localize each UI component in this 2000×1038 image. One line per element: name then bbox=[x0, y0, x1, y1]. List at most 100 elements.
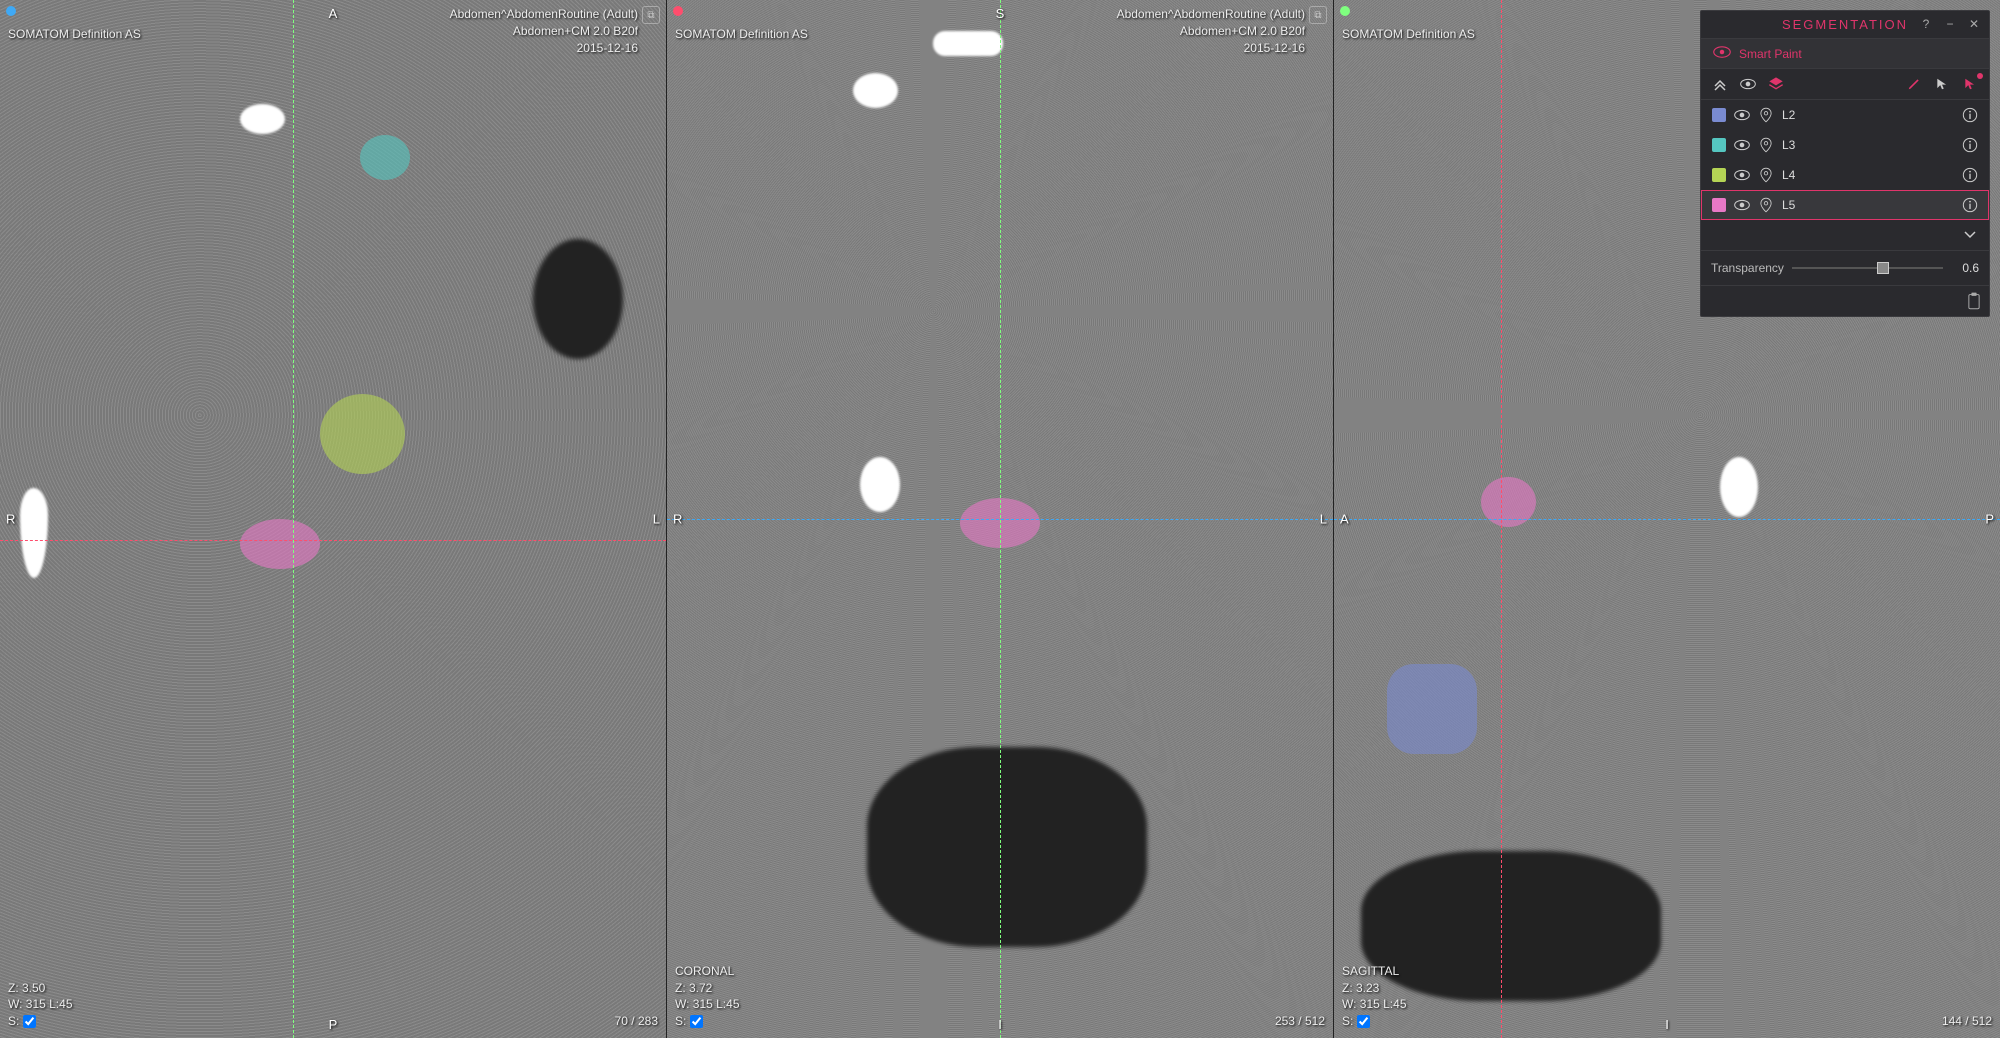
transparency-label: Transparency bbox=[1711, 261, 1784, 275]
ct-image-axial bbox=[0, 0, 666, 1038]
collapse-all-icon[interactable] bbox=[1711, 75, 1729, 93]
seg-overlay bbox=[360, 135, 410, 180]
scanner-label: SOMATOM Definition AS bbox=[675, 26, 808, 43]
visibility-all-icon[interactable] bbox=[1739, 75, 1757, 93]
layer-row[interactable]: L4 bbox=[1701, 160, 1989, 190]
close-icon[interactable]: ✕ bbox=[1965, 15, 1983, 33]
chevron-down-icon[interactable] bbox=[1961, 226, 1979, 244]
segmentation-toolbar bbox=[1701, 69, 1989, 100]
layers-icon[interactable] bbox=[1767, 75, 1785, 93]
orient-left: R bbox=[673, 512, 682, 527]
layer-label: L5 bbox=[1782, 198, 1954, 212]
viewport-bl-info: Z: 3.50 W: 315 L:45 S: bbox=[8, 980, 73, 1030]
layer-row[interactable]: L5 bbox=[1701, 190, 1989, 220]
segmentation-panel-header: SEGMENTATION ? − ✕ bbox=[1701, 11, 1989, 39]
sync-icon[interactable]: ⧉ bbox=[1309, 6, 1327, 24]
layer-label: L4 bbox=[1782, 168, 1954, 182]
locate-icon[interactable] bbox=[1758, 137, 1774, 153]
locate-icon[interactable] bbox=[1758, 197, 1774, 213]
cursor-tool-icon[interactable] bbox=[1933, 75, 1951, 93]
viewport-coronal[interactable]: SOMATOM Definition AS Abdomen^AbdomenRou… bbox=[667, 0, 1334, 1038]
slice-index: 144 / 512 bbox=[1942, 1013, 1992, 1030]
orient-right: L bbox=[1320, 512, 1327, 527]
series-name: Abdomen+CM 2.0 B20f bbox=[1180, 24, 1305, 38]
info-icon[interactable] bbox=[1962, 167, 1978, 183]
layer-label: L3 bbox=[1782, 138, 1954, 152]
s-checkbox[interactable]: S: bbox=[1342, 1013, 1370, 1030]
orient-top: A bbox=[329, 6, 338, 21]
study-info: Abdomen^AbdomenRoutine (Adult) Abdomen+C… bbox=[450, 6, 638, 56]
layer-row[interactable]: L3 bbox=[1701, 130, 1989, 160]
view-label: SAGITTAL bbox=[1342, 964, 1399, 978]
bone-blob bbox=[933, 31, 1003, 56]
transparency-slider-thumb[interactable] bbox=[1877, 262, 1889, 274]
wl-value: W: 315 L:45 bbox=[8, 997, 73, 1011]
seg-overlay bbox=[320, 394, 405, 474]
locate-icon[interactable] bbox=[1758, 107, 1774, 123]
slice-index: 253 / 512 bbox=[1275, 1013, 1325, 1030]
bowel-blob bbox=[867, 747, 1147, 947]
layer-list: L2 L3 L4 L5 bbox=[1701, 100, 1989, 220]
transparency-control: Transparency 0.6 bbox=[1701, 251, 1989, 286]
viewport-axial[interactable]: SOMATOM Definition AS Abdomen^AbdomenRou… bbox=[0, 0, 667, 1038]
layer-color-swatch[interactable] bbox=[1712, 138, 1726, 152]
layer-color-swatch[interactable] bbox=[1712, 108, 1726, 122]
sync-icon[interactable]: ⧉ bbox=[642, 6, 660, 24]
seg-overlay bbox=[960, 498, 1040, 548]
orient-right: L bbox=[653, 512, 660, 527]
s-checkbox[interactable]: S: bbox=[675, 1013, 703, 1030]
segmentation-panel[interactable]: SEGMENTATION ? − ✕ Smart Paint bbox=[1700, 10, 1990, 317]
scanner-label: SOMATOM Definition AS bbox=[8, 26, 141, 43]
study-name: Abdomen^AbdomenRoutine (Adult) bbox=[1117, 7, 1305, 21]
scanner-label: SOMATOM Definition AS bbox=[1342, 26, 1475, 43]
orient-left: A bbox=[1340, 512, 1349, 527]
smart-paint-label: Smart Paint bbox=[1739, 47, 1802, 61]
z-value: Z: 3.72 bbox=[675, 981, 712, 995]
minimize-icon[interactable]: − bbox=[1941, 15, 1959, 33]
info-icon[interactable] bbox=[1962, 107, 1978, 123]
wl-value: W: 315 L:45 bbox=[1342, 997, 1407, 1011]
wl-value: W: 315 L:45 bbox=[675, 997, 740, 1011]
info-icon[interactable] bbox=[1962, 197, 1978, 213]
transparency-value: 0.6 bbox=[1951, 261, 1979, 275]
bone-blob bbox=[853, 73, 898, 108]
s-checkbox[interactable]: S: bbox=[8, 1013, 36, 1030]
visibility-icon[interactable] bbox=[1734, 107, 1750, 123]
layer-label: L2 bbox=[1782, 108, 1954, 122]
z-value: Z: 3.50 bbox=[8, 981, 45, 995]
smart-paint-tool[interactable]: Smart Paint bbox=[1701, 39, 1989, 69]
visibility-icon[interactable] bbox=[1734, 197, 1750, 213]
expand-row bbox=[1701, 220, 1989, 251]
clipboard-icon[interactable] bbox=[1965, 292, 1983, 310]
orient-left: R bbox=[6, 512, 15, 527]
locate-icon[interactable] bbox=[1758, 167, 1774, 183]
magic-tool-icon[interactable] bbox=[1961, 75, 1979, 93]
viewport-color-dot bbox=[6, 6, 16, 16]
help-icon[interactable]: ? bbox=[1917, 15, 1935, 33]
viewport-bl-info: SAGITTAL Z: 3.23 W: 315 L:45 S: bbox=[1342, 963, 1407, 1030]
visibility-icon[interactable] bbox=[1734, 137, 1750, 153]
bone-blob bbox=[240, 104, 285, 134]
z-value: Z: 3.23 bbox=[1342, 981, 1379, 995]
seg-overlay bbox=[1481, 477, 1536, 527]
orient-bottom: I bbox=[1665, 1017, 1669, 1032]
seg-overlay bbox=[1387, 664, 1477, 754]
layer-color-swatch[interactable] bbox=[1712, 198, 1726, 212]
viewport-bl-info: CORONAL Z: 3.72 W: 315 L:45 S: bbox=[675, 963, 740, 1030]
info-icon[interactable] bbox=[1962, 137, 1978, 153]
study-info: Abdomen^AbdomenRoutine (Adult) Abdomen+C… bbox=[1117, 6, 1305, 56]
panel-footer bbox=[1701, 286, 1989, 316]
study-name: Abdomen^AbdomenRoutine (Adult) bbox=[450, 7, 638, 21]
transparency-slider[interactable] bbox=[1792, 267, 1943, 269]
layer-row[interactable]: L2 bbox=[1701, 100, 1989, 130]
pencil-icon[interactable] bbox=[1905, 75, 1923, 93]
study-date: 2015-12-16 bbox=[1244, 41, 1305, 55]
seg-overlay bbox=[240, 519, 320, 569]
series-name: Abdomen+CM 2.0 B20f bbox=[513, 24, 638, 38]
layer-color-swatch[interactable] bbox=[1712, 168, 1726, 182]
vessel-blob bbox=[533, 239, 623, 359]
bone-blob bbox=[1720, 457, 1758, 517]
orient-top: S bbox=[996, 6, 1005, 21]
orient-right: P bbox=[1985, 512, 1994, 527]
visibility-icon[interactable] bbox=[1734, 167, 1750, 183]
